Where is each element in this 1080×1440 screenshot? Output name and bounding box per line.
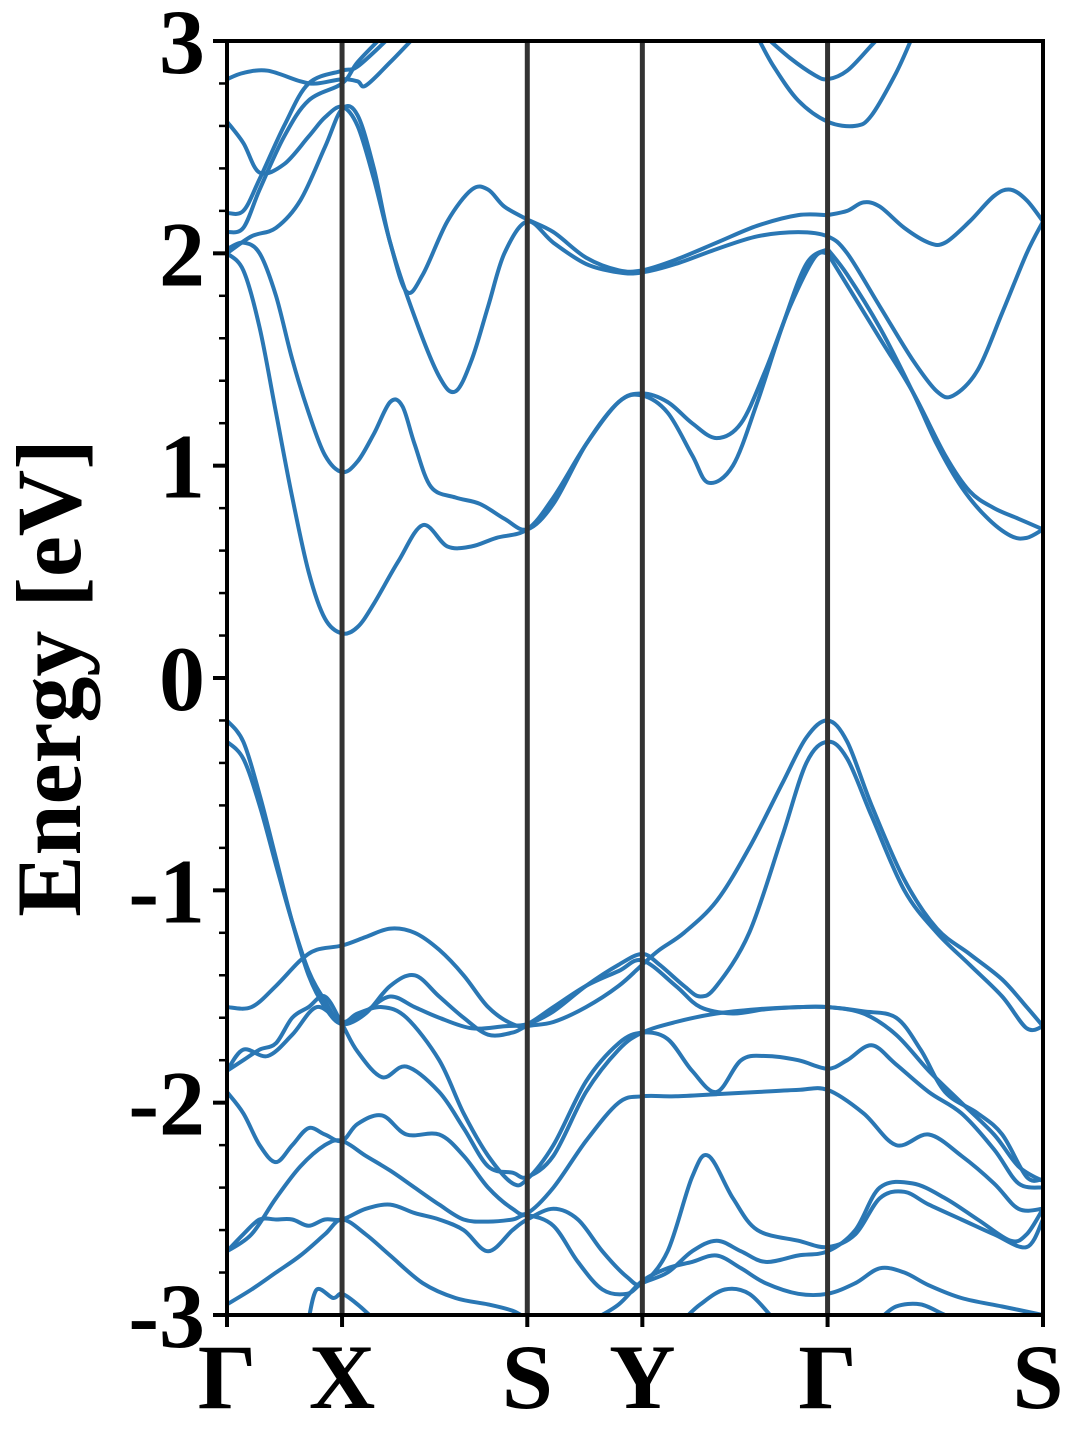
conduction-band-line [227, 104, 1043, 400]
valence-band-line [227, 1086, 1043, 1217]
y-axis-title: Energy [eV] [0, 439, 100, 917]
y-tick-label: 2 [159, 203, 205, 305]
conduction-band-line [227, 41, 414, 89]
y-tick-label: -3 [128, 1265, 205, 1367]
y-tick-label: 0 [159, 628, 205, 730]
x-tick-label: X [309, 1326, 375, 1428]
x-tick-label: S [502, 1326, 553, 1428]
valence-band-line [597, 1253, 1043, 1315]
valence-band-line [227, 739, 1043, 1033]
conduction-band-line [825, 252, 1043, 532]
conduction-band-line [227, 41, 381, 235]
y-tick-label: 1 [159, 416, 205, 518]
x-tick-label: Γ [798, 1326, 857, 1428]
valence-band-line [227, 718, 1043, 1038]
y-tick-label: -1 [128, 840, 205, 942]
x-tick-label: Γ [198, 1326, 257, 1428]
plot-frame [225, 39, 1045, 1317]
band-lines [227, 41, 1043, 1315]
y-tick-label: 3 [159, 0, 205, 93]
valence-band-line [227, 1217, 525, 1315]
valence-band-line [307, 1286, 373, 1315]
valence-band-line [881, 1301, 952, 1315]
valence-band-line [227, 1153, 1043, 1287]
conduction-band-line [826, 247, 1043, 541]
conduction-band-line [767, 41, 879, 82]
x-tick-label: S [1012, 1326, 1063, 1428]
valence-band-line [227, 994, 1043, 1183]
conduction-band-line [227, 250, 829, 636]
y-tick-label: -2 [128, 1053, 205, 1155]
conduction-band-line [827, 187, 1043, 247]
conduction-band-line [227, 104, 828, 295]
x-tick-label: Y [609, 1326, 675, 1428]
valence-band-line [227, 1005, 1043, 1190]
conduction-band-line [227, 240, 829, 532]
valence-band-line [685, 1286, 773, 1315]
y-axis-ticks: -3 -2 -1 0 1 2 3 [128, 0, 227, 1367]
valence-band-line [227, 1138, 1043, 1297]
kpath-separators [339, 41, 831, 1315]
conduction-band-line [757, 41, 913, 129]
